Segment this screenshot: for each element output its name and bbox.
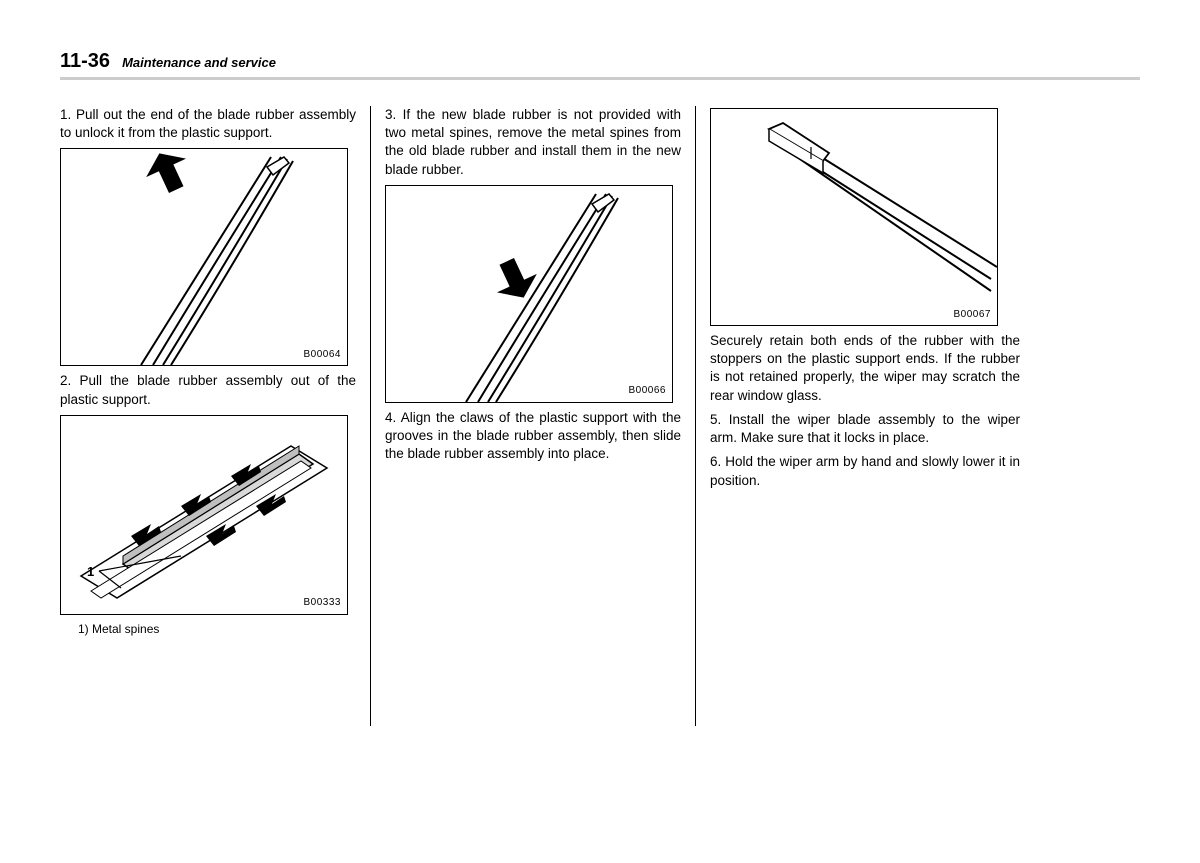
column-separator <box>370 106 371 726</box>
content-columns: 1. Pull out the end of the blade rubber … <box>60 106 1140 726</box>
step-5-text: 5. Install the wiper blade assembly to t… <box>710 411 1020 447</box>
step-3-text: 3. If the new blade rubber is not provid… <box>385 106 681 179</box>
step-1-text: 1. Pull out the end of the blade rubber … <box>60 106 356 142</box>
page-header: 11-36 Maintenance and service <box>60 50 1140 73</box>
column-3: B00067 Securely retain both ends of the … <box>710 106 1020 726</box>
page-number: 11-36 <box>60 50 110 73</box>
secure-retain-text: Securely retain both ends of the rubber … <box>710 332 1020 405</box>
figure-1: B00064 <box>60 148 348 366</box>
figure-code: B00066 <box>629 384 666 398</box>
manual-page: 11-36 Maintenance and service 1. Pull ou… <box>0 0 1200 776</box>
figure-code: B00064 <box>304 348 341 362</box>
step-2-text: 2. Pull the blade rubber assembly out of… <box>60 372 356 408</box>
figure-2: 1 B00333 <box>60 415 348 615</box>
wiper-slide-in-icon <box>386 186 672 402</box>
section-title: Maintenance and service <box>122 55 276 70</box>
wiper-pull-out-icon <box>61 149 347 365</box>
step-6-text: 6. Hold the wiper arm by hand and slowly… <box>710 453 1020 489</box>
figure-3: B00066 <box>385 185 673 403</box>
figure-caption: 1) Metal spines <box>78 621 356 637</box>
figure-4: B00067 <box>710 108 998 326</box>
column-separator <box>695 106 696 726</box>
header-rule <box>60 77 1140 80</box>
column-2: 3. If the new blade rubber is not provid… <box>385 106 695 726</box>
wiper-end-detail-icon <box>711 109 997 325</box>
step-4-text: 4. Align the claws of the plastic suppor… <box>385 409 681 464</box>
callout-label: 1 <box>87 564 94 579</box>
figure-code: B00067 <box>954 308 991 322</box>
figure-code: B00333 <box>304 596 341 610</box>
column-1: 1. Pull out the end of the blade rubber … <box>60 106 370 726</box>
metal-spines-icon: 1 <box>61 416 347 614</box>
